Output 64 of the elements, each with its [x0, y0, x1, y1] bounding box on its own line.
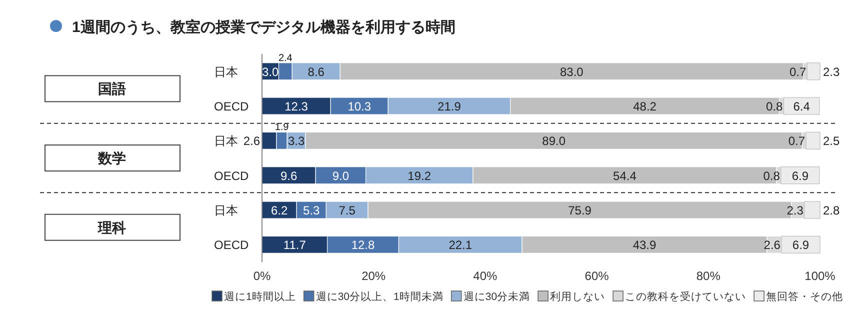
x-tick-label: 60% [584, 269, 610, 283]
bar [804, 201, 820, 219]
data-label: 10.3 [348, 100, 372, 114]
data-label: 2.5 [823, 134, 840, 148]
bar [780, 166, 820, 184]
data-label: 19.2 [408, 168, 432, 183]
legend-label: 週に1時間以上 [224, 290, 296, 303]
x-tick-label: 100% [804, 269, 836, 283]
chart-title: 1週間のうち、教室の授業でデジタル機器を利用する時間 [72, 18, 456, 36]
data-label: 48.2 [633, 100, 657, 114]
bar [783, 97, 820, 115]
data-label: 2.8 [823, 204, 840, 218]
legend-label: 利用しない [550, 290, 606, 303]
data-label: 0.8 [763, 168, 780, 183]
data-label: 2.3 [786, 204, 804, 218]
data-label: 11.7 [283, 238, 306, 252]
y-tick-label: OECD [214, 238, 250, 252]
x-tick-label: 40% [473, 269, 498, 283]
x-tick-label: 20% [362, 269, 386, 283]
data-label: 12.8 [351, 238, 375, 252]
y-tick-label: 日本 [214, 134, 238, 148]
data-label: 12.3 [284, 100, 308, 114]
data-label: 0.7 [789, 64, 806, 79]
data-label: 83.0 [560, 64, 584, 79]
data-label: 3.0 [262, 64, 280, 79]
data-label: 0.7 [788, 134, 806, 148]
data-label: 2.6 [243, 134, 260, 148]
data-label: 43.9 [632, 238, 657, 252]
x-tick-label: 80% [696, 269, 721, 283]
data-label: 2.3 [823, 64, 840, 79]
legend-label: 無回答・その他 [766, 291, 844, 303]
y-tick-label: OECD [214, 100, 250, 114]
data-label: 7.5 [338, 204, 356, 218]
data-label: 89.0 [542, 134, 566, 148]
bar [806, 132, 820, 150]
data-label: 2.6 [764, 238, 781, 252]
data-label: 75.9 [568, 204, 592, 218]
data-label: 21.9 [438, 100, 462, 114]
data-label: 2.4 [278, 52, 293, 64]
y-tick-label: 日本 [214, 204, 238, 218]
legend-label: 週に30分以上、1時間未満 [316, 290, 444, 303]
data-label: 0.8 [766, 100, 784, 114]
data-label: 6.2 [270, 204, 288, 218]
bar [806, 62, 820, 80]
data-label: 3.3 [288, 134, 305, 148]
data-label: 9.0 [332, 168, 350, 183]
data-label: 6.9 [792, 168, 809, 183]
x-tick-label: 0% [253, 269, 271, 283]
data-label: 1.9 [274, 122, 290, 134]
text: 国語 [98, 80, 126, 97]
y-tick-label: OECD [214, 168, 250, 183]
data-label: 6.4 [793, 100, 810, 114]
legend-label: 週に30分未満 [463, 290, 530, 303]
text: 理科 [97, 219, 126, 236]
legend-label: この教科を受けていない [625, 290, 746, 303]
data-label: 54.4 [613, 168, 637, 183]
y-tick-label: 日本 [214, 64, 238, 79]
bar [781, 236, 820, 254]
data-label: 5.3 [303, 204, 320, 218]
data-label: 9.6 [280, 168, 298, 183]
data-label: 22.1 [448, 238, 472, 252]
data-label: 8.6 [308, 64, 325, 79]
data-label: 6.9 [792, 238, 810, 252]
text: 数学 [97, 150, 126, 166]
